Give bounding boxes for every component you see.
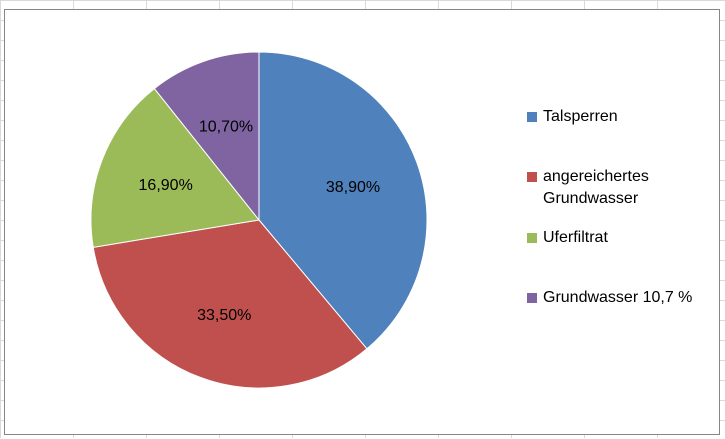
legend-label: Talsperren [543, 108, 618, 125]
pie-slice-talsperren[interactable] [258, 51, 428, 350]
pie-slice-uferfiltrat[interactable] [90, 87, 260, 248]
legend-swatch [527, 112, 537, 122]
data-label-grundwasser-10-7: 10,70% [199, 119, 253, 136]
legend-item-angereichertes-grundwasser: angereichertes Grundwasser [527, 166, 649, 210]
chart-legend: Talsperren angereichertes Grundwasser Uf… [527, 10, 725, 434]
legend-swatch [527, 172, 537, 182]
legend-item-grundwasser: Grundwasser 10,7 % [527, 287, 692, 309]
pie-chart: 38,90% 33,50% 16,90% 10,70% [90, 51, 428, 389]
legend-label: Grundwasser 10,7 % [543, 289, 693, 306]
chart-area[interactable]: 38,90% 33,50% 16,90% 10,70% Talsperren ange… [4, 9, 720, 435]
pie-slice-grundwasser-10-7[interactable] [153, 51, 260, 222]
legend-label: angereichertes Grundwasser [543, 168, 649, 207]
data-label-uferfiltrat: 16,90% [139, 177, 193, 194]
legend-swatch [527, 293, 537, 303]
legend-item-uferfiltrat: Uferfiltrat [527, 227, 608, 249]
legend-swatch [527, 233, 537, 243]
legend-item-talsperren: Talsperren [527, 106, 618, 128]
pie-slice-angereichertes-grundwasser[interactable] [92, 219, 368, 389]
legend-label: Uferfiltrat [543, 229, 608, 246]
data-label-talsperren: 38,90% [326, 179, 380, 196]
data-label-angereichertes-grundwasser: 33,50% [197, 307, 251, 324]
